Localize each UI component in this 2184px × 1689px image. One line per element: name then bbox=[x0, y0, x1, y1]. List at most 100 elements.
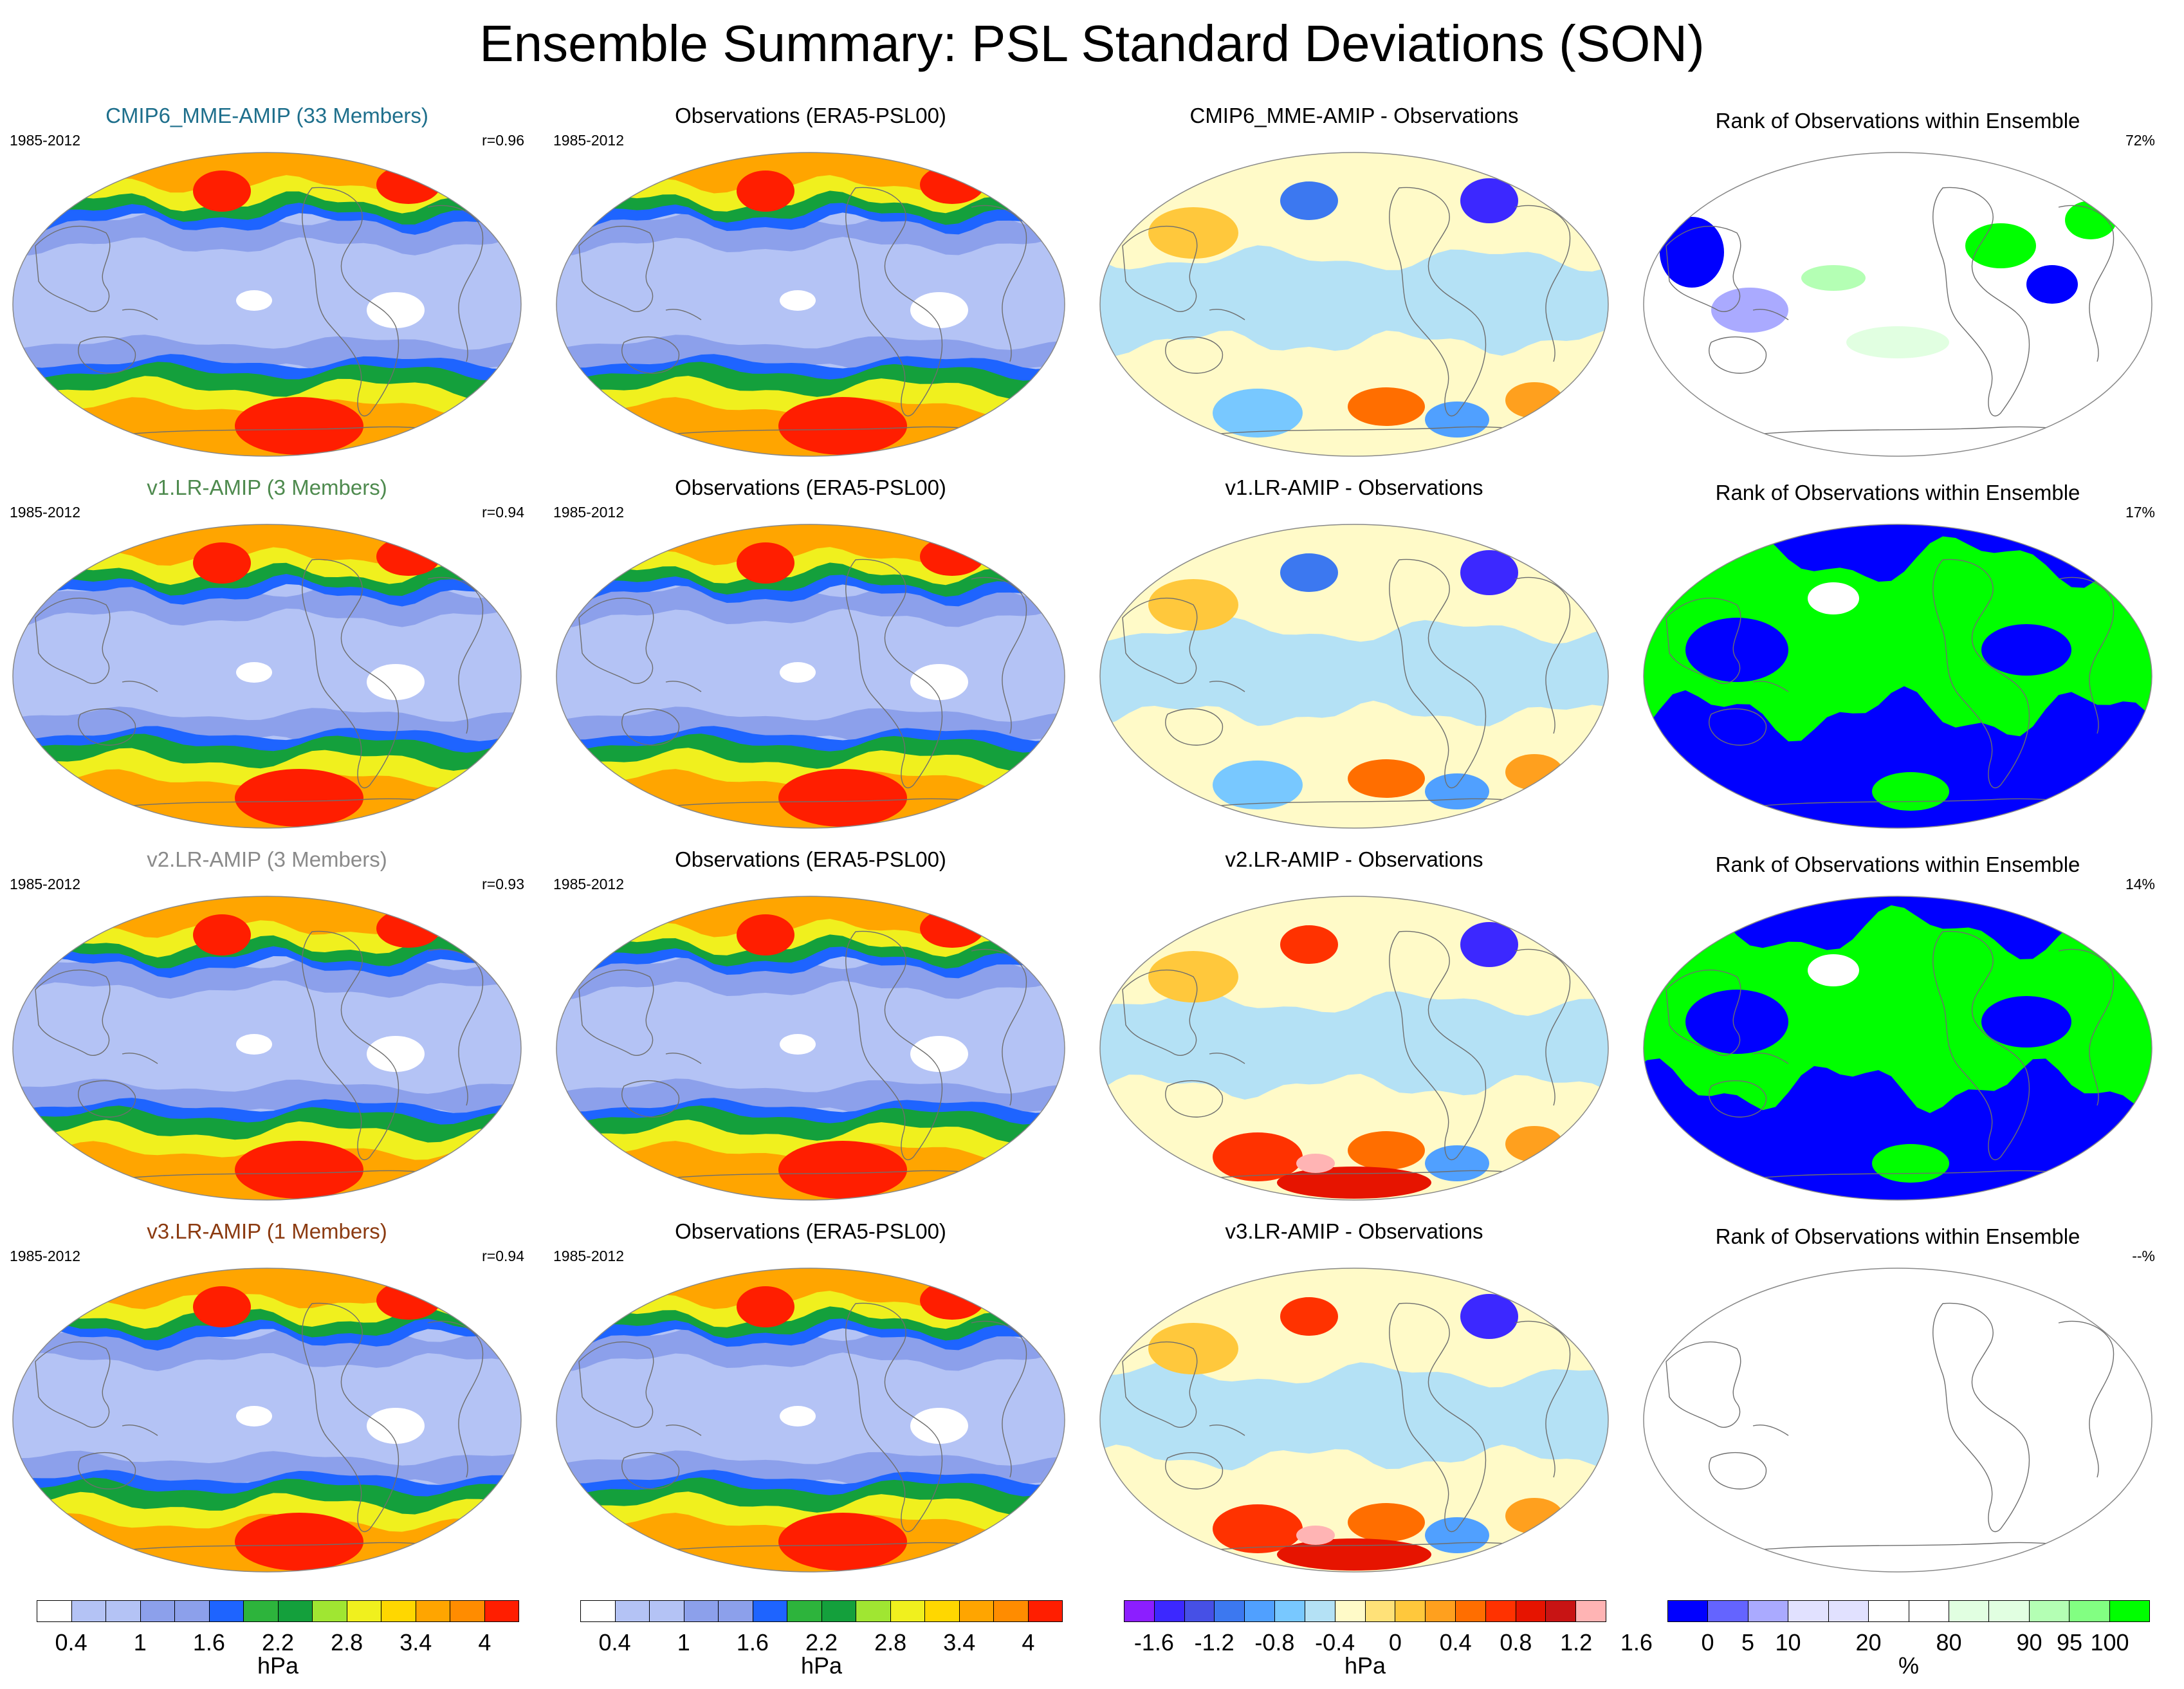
coastline bbox=[427, 1320, 484, 1478]
coastline bbox=[78, 1452, 136, 1490]
rank-fill-high bbox=[1644, 531, 2152, 742]
map-outline bbox=[556, 524, 1065, 829]
field-blob bbox=[1505, 382, 1563, 418]
rank-percentage: --% bbox=[2132, 1248, 2155, 1264]
field-blob bbox=[780, 290, 816, 311]
coastline bbox=[845, 187, 943, 417]
coastline bbox=[1709, 1452, 1767, 1490]
field-blob bbox=[920, 1281, 984, 1320]
coastline bbox=[302, 558, 399, 789]
colorbar-diff bbox=[1124, 1600, 1606, 1622]
colorbar-tick-label: 80 bbox=[1936, 1629, 1962, 1656]
coastline bbox=[1165, 708, 1224, 746]
panel-title: v1.LR-AMIP - Observations bbox=[1225, 475, 1483, 499]
map-rank bbox=[1643, 1268, 2152, 1573]
colorbar-swatch bbox=[416, 1601, 450, 1621]
rank-fill-high bbox=[1644, 904, 2152, 1113]
panel-model-row1: CMIP6_MME-AMIP (33 Members) 1985-2012 r=0.… bbox=[10, 103, 524, 463]
field-blob bbox=[1296, 1526, 1335, 1545]
colorbar-tick-label: 0.4 bbox=[55, 1629, 87, 1656]
colorbar-swatch bbox=[1485, 1601, 1516, 1621]
colorbar-swatch bbox=[2029, 1601, 2070, 1621]
colorbar-swatch bbox=[1245, 1601, 1276, 1621]
panel-rank-row1: Rank of Observations within Ensemble 72% bbox=[1640, 103, 2155, 463]
field-blob bbox=[1213, 389, 1303, 438]
field-blob bbox=[367, 1408, 425, 1444]
field-blob bbox=[376, 537, 441, 576]
coastline bbox=[1932, 1302, 2030, 1533]
colorbar-tick-label: 2.2 bbox=[261, 1629, 295, 1656]
field-blob bbox=[1808, 582, 1859, 614]
panel-obs-row1: Observations (ERA5-PSL00) 1985-2012 bbox=[553, 103, 1068, 463]
field-blob bbox=[1277, 1538, 1431, 1571]
map-outline bbox=[1099, 152, 1609, 457]
map-rank bbox=[1643, 896, 2152, 1201]
colorbar-swatch bbox=[1305, 1601, 1335, 1621]
field-blob bbox=[1280, 925, 1338, 964]
coastline bbox=[427, 205, 484, 362]
colorbar-tick-label: 0.8 bbox=[1500, 1629, 1532, 1656]
colorbar-swatch bbox=[1668, 1601, 1709, 1621]
field-blob bbox=[737, 1286, 794, 1327]
coastline bbox=[1514, 205, 1571, 362]
map-outline bbox=[1643, 524, 2152, 829]
field-blob bbox=[778, 397, 907, 455]
field-blob bbox=[236, 662, 272, 683]
panel-title: v2.LR-AMIP (3 Members) bbox=[147, 847, 387, 871]
coastline bbox=[845, 930, 943, 1161]
coastline bbox=[2058, 948, 2115, 1106]
coastline bbox=[1122, 1341, 1198, 1428]
pattern-correlation: r=0.96 bbox=[482, 132, 524, 149]
colorbar-tick-label: 20 bbox=[1855, 1629, 1882, 1656]
colorbar-swatch bbox=[1275, 1601, 1305, 1621]
field-blob bbox=[193, 171, 251, 212]
colorbar-tick-label: -1.6 bbox=[1133, 1629, 1174, 1656]
colorbar-swatch bbox=[1708, 1601, 1748, 1621]
coastline bbox=[1209, 309, 1245, 320]
map-obs bbox=[556, 896, 1065, 1201]
field-blob bbox=[236, 1034, 272, 1055]
colorbar-swatch bbox=[615, 1601, 650, 1621]
field-blob bbox=[1277, 1167, 1431, 1199]
colorbar-swatch bbox=[450, 1601, 485, 1621]
field-blob bbox=[1801, 265, 1866, 291]
panel-title: Rank of Observations within Ensemble bbox=[1715, 109, 2080, 133]
field-blob bbox=[1213, 1504, 1303, 1553]
colorbar-tick-label: 1.6 bbox=[736, 1629, 769, 1656]
panel-title: Observations (ERA5-PSL00) bbox=[675, 104, 946, 127]
panel-title: CMIP6_MME-AMIP - Observations bbox=[1189, 104, 1519, 127]
map-outline bbox=[1099, 896, 1609, 1201]
coastline bbox=[665, 1425, 702, 1436]
coastline bbox=[1389, 1302, 1487, 1533]
colorbar-swatch bbox=[381, 1601, 416, 1621]
field-blob bbox=[1505, 754, 1563, 790]
coastline bbox=[78, 708, 136, 746]
coastline bbox=[621, 336, 680, 374]
colorbar-tick-label: 0 bbox=[1701, 1629, 1714, 1656]
field-blob bbox=[778, 1513, 907, 1571]
colorbar-tick-label: 4 bbox=[478, 1629, 491, 1656]
field-blob bbox=[1425, 1517, 1489, 1553]
field-blob bbox=[376, 909, 441, 948]
tropic-diff bbox=[1100, 617, 1608, 726]
panel-title: Observations (ERA5-PSL00) bbox=[675, 847, 946, 871]
rank-percentage: 17% bbox=[2125, 504, 2155, 521]
field-blob bbox=[778, 1141, 907, 1199]
panel-rank-row4: Rank of Observations within Ensemble --% bbox=[1640, 1219, 2155, 1579]
coastline bbox=[1514, 1320, 1571, 1478]
colorbar-swatch bbox=[787, 1601, 822, 1621]
colorbar-ticks: 0 5 10 20 80 90 95 100 bbox=[1667, 1629, 2182, 1657]
map-obs bbox=[556, 152, 1065, 457]
coastline bbox=[845, 1302, 943, 1533]
colorbar-swatch bbox=[1215, 1601, 1245, 1621]
map-outline bbox=[1643, 1268, 2152, 1573]
colorbar-swatch bbox=[1576, 1601, 1606, 1621]
panel-rank-row2: Rank of Observations within Ensemble 17% bbox=[1640, 475, 2155, 835]
colorbar-swatch bbox=[719, 1601, 753, 1621]
year-range: 1985-2012 bbox=[10, 132, 80, 149]
colorbar-unit: % bbox=[1898, 1652, 1919, 1679]
coastline bbox=[1932, 558, 2030, 789]
colorbar-swatch bbox=[140, 1601, 175, 1621]
field-blob bbox=[236, 1406, 272, 1426]
panel-title: Rank of Observations within Ensemble bbox=[1715, 1224, 2080, 1248]
